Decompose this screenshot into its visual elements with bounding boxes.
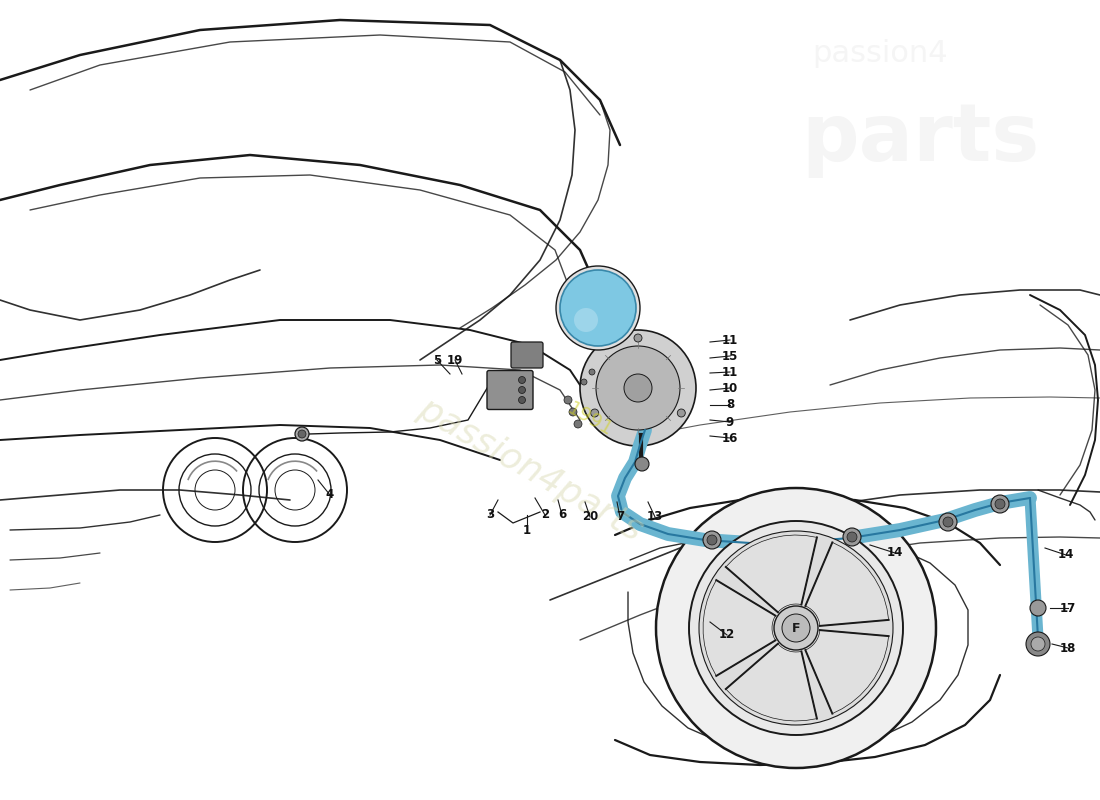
Circle shape (624, 374, 652, 402)
Polygon shape (805, 630, 889, 714)
Text: 17: 17 (1060, 602, 1076, 614)
Circle shape (596, 346, 680, 430)
Polygon shape (726, 644, 817, 721)
Circle shape (560, 270, 636, 346)
Circle shape (707, 535, 717, 545)
Text: 14: 14 (1058, 549, 1075, 562)
Circle shape (556, 266, 640, 350)
Circle shape (518, 377, 526, 383)
Circle shape (518, 397, 526, 403)
Circle shape (298, 430, 306, 438)
Text: 19: 19 (447, 354, 463, 366)
Text: 11: 11 (722, 334, 738, 346)
Text: parts: parts (801, 100, 1040, 178)
Circle shape (634, 334, 642, 342)
Circle shape (996, 499, 1005, 509)
Text: 8: 8 (726, 398, 734, 411)
Circle shape (843, 528, 861, 546)
Text: passion4parts: passion4parts (411, 392, 648, 548)
Circle shape (1030, 600, 1046, 616)
Circle shape (569, 408, 578, 416)
Circle shape (518, 386, 526, 394)
Text: 16: 16 (722, 431, 738, 445)
Text: 12: 12 (719, 629, 735, 642)
Text: 6: 6 (558, 509, 566, 522)
Circle shape (847, 532, 857, 542)
Text: F: F (792, 622, 801, 634)
Text: 20: 20 (582, 510, 598, 523)
Text: 2: 2 (541, 509, 549, 522)
Text: 18: 18 (1059, 642, 1076, 654)
Circle shape (1031, 637, 1045, 651)
Circle shape (656, 488, 936, 768)
Circle shape (588, 369, 595, 375)
Text: passion4: passion4 (812, 39, 948, 68)
Text: 3: 3 (486, 509, 494, 522)
Circle shape (678, 409, 685, 417)
Circle shape (774, 606, 818, 650)
Text: 1991: 1991 (564, 399, 616, 441)
Circle shape (782, 614, 810, 642)
Circle shape (574, 308, 598, 332)
Circle shape (698, 531, 893, 725)
Circle shape (581, 379, 587, 385)
Text: 10: 10 (722, 382, 738, 394)
Circle shape (703, 531, 720, 549)
Circle shape (991, 495, 1009, 513)
Circle shape (295, 427, 309, 441)
Circle shape (564, 396, 572, 404)
Circle shape (939, 513, 957, 531)
Text: 1: 1 (522, 523, 531, 537)
Polygon shape (805, 542, 889, 626)
Text: 9: 9 (726, 415, 734, 429)
Circle shape (943, 517, 953, 527)
Circle shape (574, 420, 582, 428)
Text: 14: 14 (887, 546, 903, 559)
Text: 13: 13 (647, 510, 663, 523)
Circle shape (580, 330, 696, 446)
Circle shape (591, 409, 598, 417)
Polygon shape (726, 535, 817, 612)
Polygon shape (703, 580, 775, 676)
Text: 15: 15 (722, 350, 738, 362)
Circle shape (635, 457, 649, 471)
Text: 11: 11 (722, 366, 738, 378)
Text: 4: 4 (326, 489, 334, 502)
Text: 7: 7 (616, 510, 624, 523)
Circle shape (1026, 632, 1050, 656)
Text: 5: 5 (433, 354, 441, 366)
Circle shape (689, 521, 903, 735)
FancyBboxPatch shape (512, 342, 543, 368)
FancyBboxPatch shape (487, 370, 534, 410)
